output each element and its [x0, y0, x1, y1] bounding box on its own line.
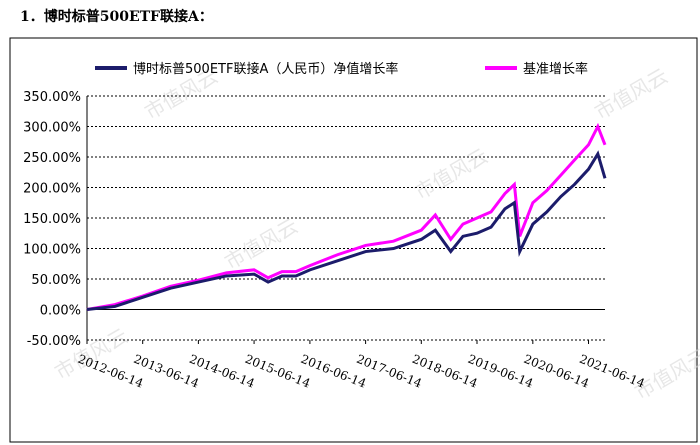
y-tick-label: 0.00%: [40, 304, 81, 319]
watermark: 市值风云: [591, 64, 672, 125]
watermark: 市值风云: [631, 344, 700, 405]
y-tick-label: -50.00%: [27, 334, 81, 349]
y-tick-label: 350.00%: [23, 90, 81, 105]
y-tick-label: 200.00%: [23, 182, 81, 197]
y-tick-label: 100.00%: [23, 243, 81, 258]
watermark: 市值风云: [411, 144, 492, 205]
y-tick-label: 150.00%: [23, 212, 81, 227]
watermark: 市值风云: [221, 214, 302, 275]
heading: 1．博时标普500ETF联接A：: [20, 9, 213, 25]
y-tick-label: 250.00%: [23, 151, 81, 166]
chart-frame: [9, 37, 698, 443]
legend-label: 博时标普500ETF联接A（人民币）净值增长率: [133, 61, 398, 77]
legend-label: 基准增长率: [523, 61, 588, 77]
y-tick-label: 50.00%: [31, 273, 81, 288]
series-line: [86, 150, 607, 311]
series-line: [86, 122, 607, 311]
y-tick-label: 300.00%: [23, 121, 81, 136]
